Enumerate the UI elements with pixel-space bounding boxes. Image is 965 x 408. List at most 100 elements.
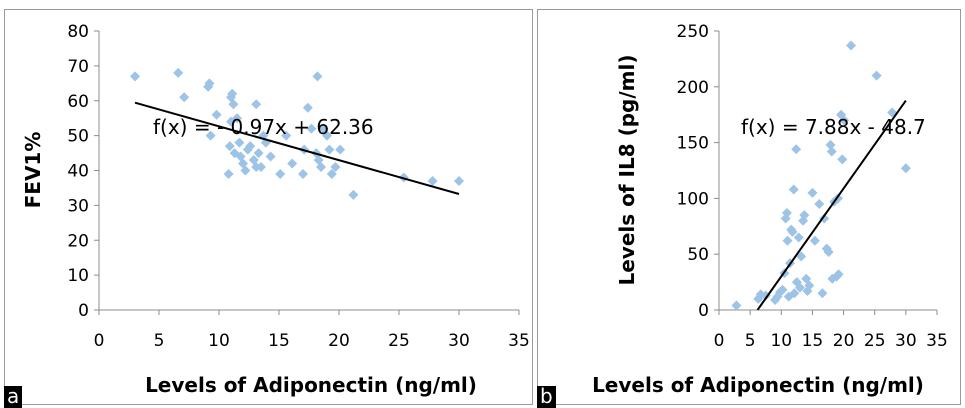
data-point-a: [204, 78, 215, 89]
x-tick-label-b: 10: [770, 331, 792, 351]
y-tick-label-b: 100: [677, 189, 709, 209]
y-axis-title-b: Levels of IL8 (pg/ml): [615, 54, 639, 285]
data-point-a: [330, 162, 341, 173]
y-tick-label-a: 30: [67, 196, 89, 216]
y-axis-title-a: FEV1%: [21, 132, 45, 209]
x-tick-label-a: 35: [508, 331, 530, 351]
x-axis-title-a: Levels of Adiponectin (ng/ml): [145, 373, 477, 397]
data-point-b: [796, 251, 807, 262]
data-point-b: [781, 207, 792, 218]
data-point-a: [281, 130, 292, 141]
data-point-a: [240, 165, 251, 176]
data-point-a: [302, 102, 313, 113]
data-point-b: [782, 235, 793, 246]
data-point-a: [265, 151, 276, 162]
data-point-b: [826, 146, 837, 157]
x-tick-label-b: 25: [864, 331, 886, 351]
data-point-a: [348, 189, 359, 200]
data-point-b: [814, 198, 825, 209]
data-point-a: [427, 175, 438, 186]
x-tick-label-b: 20: [833, 331, 855, 351]
data-point-b: [846, 40, 857, 51]
data-point-b: [837, 154, 848, 165]
y-tick-label-a: 60: [67, 92, 89, 112]
y-tick-label-a: 80: [67, 22, 89, 42]
x-tick-label-a: 25: [388, 331, 410, 351]
x-tick-label-b: 30: [895, 331, 917, 351]
x-tick-label-b: 15: [802, 331, 824, 351]
data-point-b: [794, 282, 805, 293]
data-point-a: [251, 99, 262, 110]
data-point-a: [306, 123, 317, 134]
data-point-a: [205, 130, 216, 141]
data-point-a: [173, 67, 184, 78]
data-point-b: [791, 144, 802, 155]
data-point-a: [228, 99, 239, 110]
data-point-b: [731, 300, 742, 311]
data-point-a: [324, 144, 335, 155]
x-tick-label-a: 30: [448, 331, 470, 351]
data-point-b: [799, 210, 810, 221]
data-point-a: [245, 141, 256, 152]
x-tick-label-a: 0: [94, 331, 105, 351]
data-point-a: [326, 168, 337, 179]
x-tick-label-b: 5: [745, 331, 756, 351]
data-point-a: [130, 71, 140, 82]
data-point-b: [900, 163, 911, 174]
data-point-b: [823, 246, 834, 257]
data-point-a: [224, 141, 235, 152]
trend-equation-a: f(x) = - 0.97x + 62.36: [153, 115, 374, 139]
data-point-b: [809, 235, 820, 246]
x-tick-label-b: 0: [714, 331, 725, 351]
x-tick-label-a: 5: [154, 331, 165, 351]
x-tick-label-b: 35: [926, 331, 948, 351]
data-point-a: [298, 168, 308, 179]
data-point-a: [253, 148, 264, 159]
y-tick-label-a: 50: [67, 127, 89, 147]
chart-panel-a: 0 10 20 30 40 50 60 70 80 0 5 10 15 20 25 30 35 f(x) = …: [21, 22, 530, 397]
y-tick-label-b: 200: [677, 78, 709, 98]
y-tick-label-b: 0: [698, 301, 709, 321]
data-point-b: [839, 115, 850, 126]
data-point-b: [793, 232, 804, 243]
y-tick-label-b: 150: [677, 134, 709, 154]
data-point-a: [275, 168, 286, 179]
y-tick-label-a: 70: [67, 57, 89, 77]
data-point-a: [335, 144, 346, 155]
panel-label-a: a: [4, 386, 23, 408]
x-tick-label-a: 15: [268, 331, 290, 351]
data-point-b: [760, 290, 771, 301]
data-point-b: [804, 280, 815, 291]
y-tick-label-a: 20: [67, 231, 89, 251]
data-point-a: [179, 92, 190, 103]
data-point-b: [871, 70, 882, 81]
data-point-b: [825, 139, 836, 150]
data-point-a: [232, 113, 242, 124]
trendline-b: [756, 99, 907, 311]
trend-equation-b: f(x) = 7.88x - 48.7: [741, 115, 926, 139]
panel-b-frame: [537, 9, 961, 405]
x-axis-title-b: Levels of Adiponectin (ng/ml): [592, 373, 924, 397]
y-tick-label-a: 40: [67, 162, 89, 182]
data-point-a: [287, 158, 298, 169]
data-point-a: [234, 137, 245, 148]
data-point-a: [318, 123, 329, 134]
data-point-b: [817, 288, 828, 299]
data-point-b: [787, 226, 798, 237]
data-point-a: [322, 130, 332, 141]
data-point-a: [223, 168, 234, 179]
data-point-a: [316, 162, 326, 173]
x-tick-label-a: 10: [208, 331, 230, 351]
data-point-a: [256, 162, 266, 173]
data-point-a: [227, 88, 238, 99]
x-tick-label-a: 20: [328, 331, 350, 351]
trendline-a: [134, 101, 460, 195]
data-point-b: [788, 184, 799, 195]
y-tick-label-b: 50: [687, 245, 709, 265]
data-point-b: [833, 269, 844, 280]
panel-label-b: b: [537, 386, 556, 408]
data-point-b: [789, 288, 800, 299]
y-tick-label-a: 10: [67, 266, 89, 286]
